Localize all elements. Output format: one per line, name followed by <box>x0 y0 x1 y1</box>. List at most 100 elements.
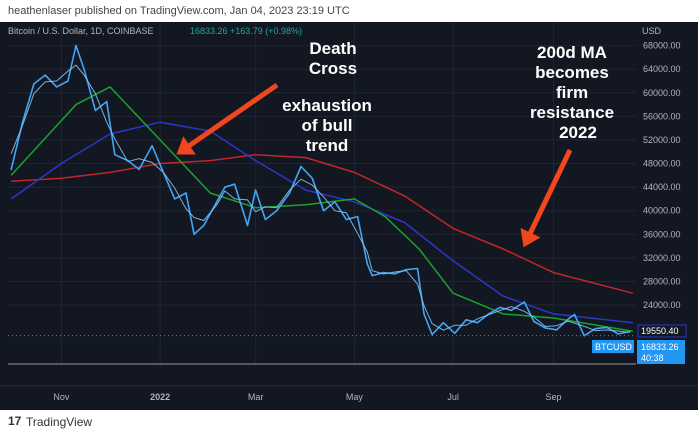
ma200-line-5: 2022 <box>559 123 597 142</box>
price-point <box>224 186 226 188</box>
price-tick-label: 44000.00 <box>643 182 681 192</box>
price-point <box>617 333 619 335</box>
price-point <box>126 159 129 162</box>
death-cross-arrow-head <box>176 136 196 155</box>
price-point <box>105 100 108 103</box>
series-price-smoothed-line <box>10 64 630 333</box>
price-point <box>334 201 336 203</box>
price-point <box>544 327 547 329</box>
price-point <box>465 318 467 321</box>
series-ma200-line <box>11 153 633 294</box>
price-point <box>300 165 302 168</box>
price-point <box>311 177 314 180</box>
price-point <box>162 171 165 174</box>
price-tick-label: 32000.00 <box>643 253 681 263</box>
price-point <box>83 68 85 70</box>
price-point <box>215 201 218 203</box>
price-point <box>275 209 278 212</box>
exhaustion-line-2: of bull <box>302 116 353 135</box>
price-point <box>254 189 257 191</box>
price-point <box>203 224 205 227</box>
tradingview-brand[interactable]: TradingView <box>26 415 93 429</box>
ma200-arrow-head <box>520 228 541 248</box>
chart-lines <box>8 44 636 337</box>
price-point <box>487 313 490 315</box>
ma200-line-4: resistance <box>530 103 614 122</box>
ticker-price-tag <box>637 340 685 364</box>
time-tick-label: Jul <box>447 392 459 402</box>
ma200-annotation: 200d MA becomes firm resistance 2022 <box>530 43 614 142</box>
countdown: 40:38 <box>641 353 664 363</box>
price-point <box>523 301 526 303</box>
ma200-line-2: becomes <box>535 63 609 82</box>
price-point <box>555 329 558 331</box>
price-point <box>366 262 369 265</box>
price-point <box>499 306 501 309</box>
price-tick-label: 24000.00 <box>643 300 681 310</box>
price-point <box>322 209 325 212</box>
time-tick-label: 2022 <box>150 392 170 402</box>
time-tick-label: Sep <box>545 392 561 402</box>
time-axis[interactable]: Nov 2022 Mar May Jul Sep <box>53 392 561 402</box>
price-point <box>476 321 479 324</box>
price-axis-unit: USD <box>642 26 662 36</box>
death-cross-annotation: Death Cross exhaustion of bull trend <box>282 39 372 155</box>
price-point <box>423 313 425 315</box>
death-cross-arrow <box>181 82 279 153</box>
publish-header: heathenlaser published on TradingView.co… <box>0 0 698 22</box>
tradingview-footer: 17 TradingView <box>0 410 698 434</box>
series-ma100-line <box>10 121 633 324</box>
legend-price: 16833.26 <box>190 26 228 36</box>
price-tick-label: 28000.00 <box>643 276 681 286</box>
price-point <box>138 168 140 171</box>
price-point <box>288 192 291 194</box>
exhaustion-line-3: trend <box>306 136 349 155</box>
price-point <box>442 321 445 324</box>
price-tick-label: 64000.00 <box>643 64 681 74</box>
ticker-tag <box>592 340 634 353</box>
price-point <box>356 215 359 218</box>
price-point <box>55 86 58 88</box>
price-point <box>264 218 267 221</box>
ticker-price: 16833.26 <box>641 342 679 352</box>
exhaustion-line-1: exhaustion <box>282 96 372 115</box>
price-tick-label: 48000.00 <box>643 159 681 169</box>
price-point <box>67 80 69 82</box>
ticker-tag-label: BTCUSD <box>595 342 633 352</box>
price-point <box>173 198 176 200</box>
price-point <box>10 168 13 171</box>
price-point <box>453 332 456 335</box>
publish-line: heathenlaser published on TradingView.co… <box>8 5 350 17</box>
death-cross-line-2: Cross <box>309 59 357 78</box>
price-tick-label: 52000.00 <box>643 135 681 145</box>
btc-price-chart[interactable]: Bitcoin / U.S. Dollar, 1D, COINBASE 1683… <box>0 22 698 410</box>
price-tick-label: 56000.00 <box>643 111 681 121</box>
price-point <box>606 326 608 329</box>
price-point <box>151 145 153 147</box>
price-point <box>405 268 407 271</box>
death-cross-line-1: Death <box>309 39 356 58</box>
annotation-arrows <box>176 82 573 248</box>
legend-symbol[interactable]: Bitcoin / U.S. Dollar, 1D, COINBASE <box>8 26 154 36</box>
ma200-arrow <box>524 148 573 242</box>
price-point <box>431 333 433 336</box>
time-tick-label: Mar <box>248 392 264 402</box>
price-point <box>628 330 631 333</box>
price-point <box>233 183 236 185</box>
price-tags: 19550.40 BTCUSD 16833.26 40:38 <box>592 324 687 364</box>
price-point <box>345 218 348 221</box>
price-point <box>33 83 35 85</box>
tradingview-logo-icon[interactable]: 17 <box>8 414 22 428</box>
ma200-line-1: 200d MA <box>537 43 607 62</box>
price-point <box>75 44 77 47</box>
price-point <box>94 109 97 112</box>
ma200-line-3: firm <box>556 83 588 102</box>
price-tick-label: 36000.00 <box>643 229 681 239</box>
price-point <box>394 272 396 275</box>
price-point <box>573 313 576 316</box>
ma-price-tag <box>637 324 687 338</box>
ma-price-tag-label: 19550.40 <box>641 326 679 336</box>
price-tick-label: 68000.00 <box>643 41 681 51</box>
price-point <box>382 271 385 274</box>
price-point <box>416 267 419 270</box>
